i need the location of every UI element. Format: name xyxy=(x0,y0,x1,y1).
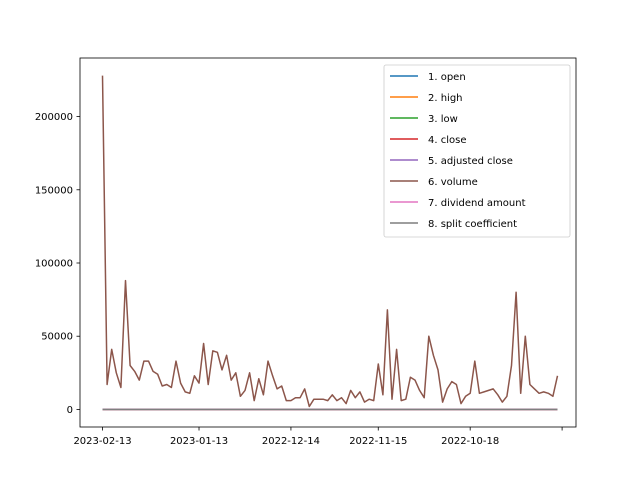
y-tick-label: 100000 xyxy=(35,259,73,270)
legend: 1. open 2. high 3. low 4. close 5. adjusted … xyxy=(383,64,571,238)
legend-label-8: 8. split coefficient xyxy=(428,219,517,230)
x-tick-label: 2023-02-13 xyxy=(73,436,131,447)
x-tick-label: 2022-10-18 xyxy=(441,436,499,447)
y-tick-label: 150000 xyxy=(35,185,73,196)
legend-label-6: 6. volume xyxy=(428,177,478,188)
y-tick-label: 200000 xyxy=(35,112,73,123)
legend-label-7: 7. dividend amount xyxy=(428,198,526,209)
x-tick-label: 2023-01-13 xyxy=(170,436,228,447)
legend-label-2: 2. high xyxy=(428,93,463,104)
legend-label-5: 5. adjusted close xyxy=(428,156,513,167)
x-tick-label: 2022-12-14 xyxy=(262,436,320,447)
legend-label-4: 4. close xyxy=(428,135,466,146)
axes-layer: 0 50000 100000 150000 200000 2023-02-13 2023-0… xyxy=(35,57,577,447)
y-tick-label: 50000 xyxy=(41,332,73,343)
series-line-6 xyxy=(101,75,559,408)
legend-label-1: 1. open xyxy=(428,72,466,83)
x-tick-label: 2022-11-15 xyxy=(349,436,407,447)
legend-label-3: 3. low xyxy=(428,114,458,125)
axes-frame xyxy=(79,57,577,428)
y-tick-label: 0 xyxy=(67,405,73,416)
series-layer xyxy=(101,75,559,411)
legend-box xyxy=(383,64,571,238)
